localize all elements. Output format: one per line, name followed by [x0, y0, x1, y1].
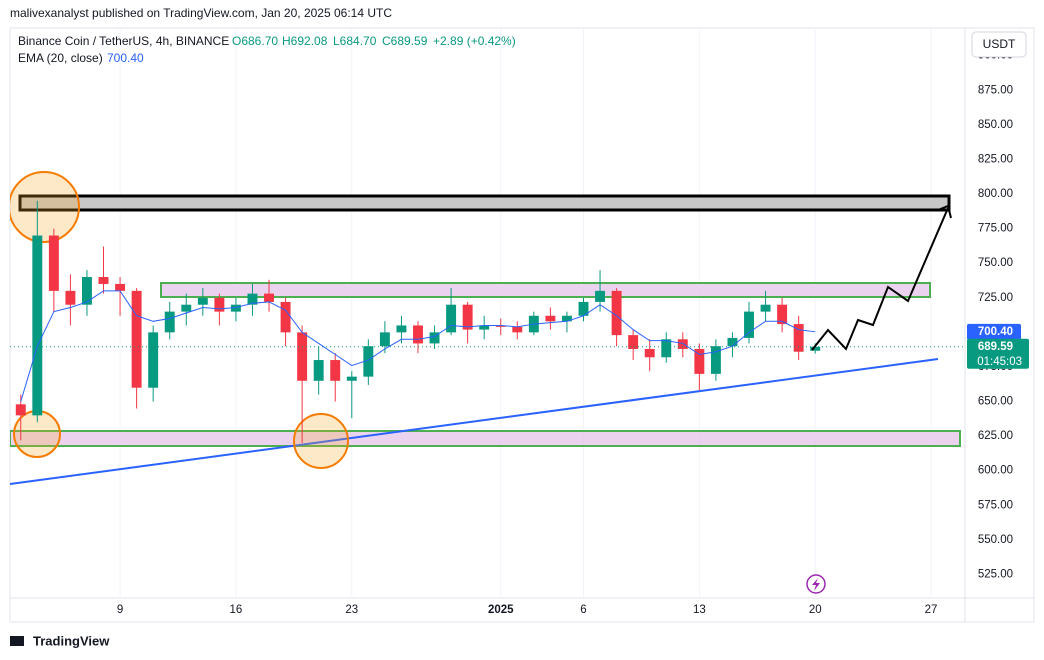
- candle-body: [115, 283, 126, 291]
- highlight-circle: [10, 171, 80, 243]
- trend-line: [10, 358, 939, 485]
- ema-badge-label: 700.40: [978, 326, 1013, 338]
- candle-body: [793, 324, 804, 352]
- projection-path: [811, 207, 949, 351]
- x-tick-label: 9: [117, 604, 123, 616]
- candle-body: [32, 235, 43, 416]
- candle-body: [446, 304, 457, 333]
- y-tick-label: 600.00: [978, 465, 1013, 477]
- x-tick-label: 23: [345, 604, 358, 616]
- highlight-circle: [293, 413, 349, 469]
- symbol: Binance Coin / TetherUS, 4h, BINANCE: [18, 34, 229, 48]
- ohlc-open: O686.70: [232, 34, 278, 48]
- y-tick-label: 775.00: [978, 223, 1013, 235]
- candle-body: [578, 301, 589, 316]
- candle-body: [379, 332, 390, 347]
- frame: [9, 27, 1035, 623]
- x-tick-label: 27: [925, 604, 938, 616]
- candle-body: [710, 346, 721, 374]
- x-tick-label: 6: [580, 604, 586, 616]
- candle-body: [677, 339, 688, 349]
- candle-body: [280, 301, 291, 333]
- ema-line: [20, 290, 816, 402]
- candle-body: [214, 297, 225, 312]
- event-icon-bolt: [812, 578, 820, 591]
- candle-body: [297, 332, 308, 381]
- y-tick-label: 750.00: [978, 257, 1013, 269]
- candle-body: [694, 348, 705, 374]
- x-tick-label: 20: [809, 604, 822, 616]
- x-tick-label: 2025: [488, 604, 514, 616]
- price-badge: [967, 338, 1029, 369]
- candle-body: [148, 332, 159, 388]
- x-tick-label: 16: [230, 604, 243, 616]
- candle-body: [512, 326, 523, 333]
- candle-body: [363, 346, 374, 377]
- candle-body: [628, 335, 639, 349]
- ema-badge: [967, 323, 1021, 340]
- y-tick-label: 625.00: [978, 430, 1013, 442]
- candle-body: [561, 315, 572, 322]
- candle-body: [181, 304, 192, 312]
- ohlc-high: H692.08: [282, 34, 328, 48]
- candle-body: [429, 332, 440, 344]
- range-zone: [160, 282, 931, 298]
- y-tick-label: 650.00: [978, 396, 1013, 408]
- candle-body: [611, 290, 622, 336]
- y-tick-label: 850.00: [978, 119, 1013, 131]
- candle-body: [131, 290, 142, 388]
- candle-body: [744, 311, 754, 338]
- logo: [10, 636, 24, 646]
- candle-body: [777, 304, 788, 325]
- currency-button[interactable]: [971, 31, 1027, 58]
- projection-arrowhead: [937, 204, 952, 219]
- ema-value: 700.40: [107, 51, 144, 65]
- candle-body: [81, 277, 92, 305]
- footer: TradingView: [33, 633, 110, 648]
- candle-body: [727, 337, 738, 347]
- candle-body: [413, 325, 423, 344]
- candle-body: [644, 348, 655, 358]
- candle-body: [15, 404, 26, 416]
- candle-body: [65, 290, 76, 305]
- y-tick-label: 875.00: [978, 84, 1013, 96]
- candle-body: [230, 304, 241, 312]
- ohlc-change: +2.89 (+0.42%): [433, 34, 516, 48]
- price-badge-label: 689.59: [978, 341, 1013, 353]
- y-tick-label: 800.00: [978, 188, 1013, 200]
- currency[interactable]: USDT: [983, 37, 1016, 51]
- candle-body: [264, 293, 274, 302]
- candle-body: [495, 325, 506, 327]
- candle-body: [760, 304, 771, 312]
- candle-body: [479, 325, 490, 330]
- candle-body: [98, 277, 109, 284]
- publisher: malivexanalyst published on TradingView.…: [10, 6, 392, 20]
- candle-body: [462, 304, 473, 330]
- candle-body: [247, 293, 258, 305]
- x-tick-label: 13: [693, 604, 706, 616]
- resistance-zone: [18, 194, 951, 212]
- candle-body: [396, 325, 407, 333]
- y-tick-label: 825.00: [978, 153, 1013, 165]
- y-tick-label: 725.00: [978, 292, 1013, 304]
- ohlc-low: L684.70: [333, 34, 377, 48]
- candle-body: [48, 235, 59, 291]
- ohlc-close: C689.59: [382, 34, 428, 48]
- candle-body: [164, 311, 175, 333]
- candle-body: [661, 339, 672, 358]
- candle-body: [346, 376, 357, 381]
- candle-body: [313, 360, 324, 381]
- candle-body: [330, 360, 341, 381]
- y-tick-label: 525.00: [978, 569, 1013, 581]
- y-tick-label: 550.00: [978, 534, 1013, 546]
- support-zone: [10, 430, 961, 447]
- candle-body: [595, 290, 606, 302]
- countdown: 01:45:03: [977, 356, 1022, 368]
- candle-body: [545, 315, 556, 322]
- candle-body: [810, 346, 821, 351]
- y-tick-label: 575.00: [978, 499, 1013, 511]
- candle-body: [197, 297, 208, 305]
- ema-name: EMA (20, close): [18, 51, 103, 65]
